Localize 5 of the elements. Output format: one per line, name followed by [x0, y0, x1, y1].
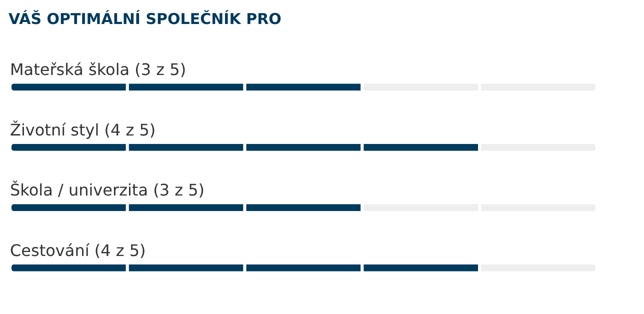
y-tick-label: Mateřská škola (3 z 5)	[10, 60, 186, 80]
y-tick-label: Životní styl (4 z 5)	[10, 120, 156, 140]
chart-title: VÁŠ OPTIMÁLNÍ SPOLEČNÍK PRO	[8, 10, 282, 28]
y-tick-label: Cestování (4 z 5)	[10, 240, 146, 260]
y-tick-label: Škola / univerzita (3 z 5)	[10, 180, 204, 200]
